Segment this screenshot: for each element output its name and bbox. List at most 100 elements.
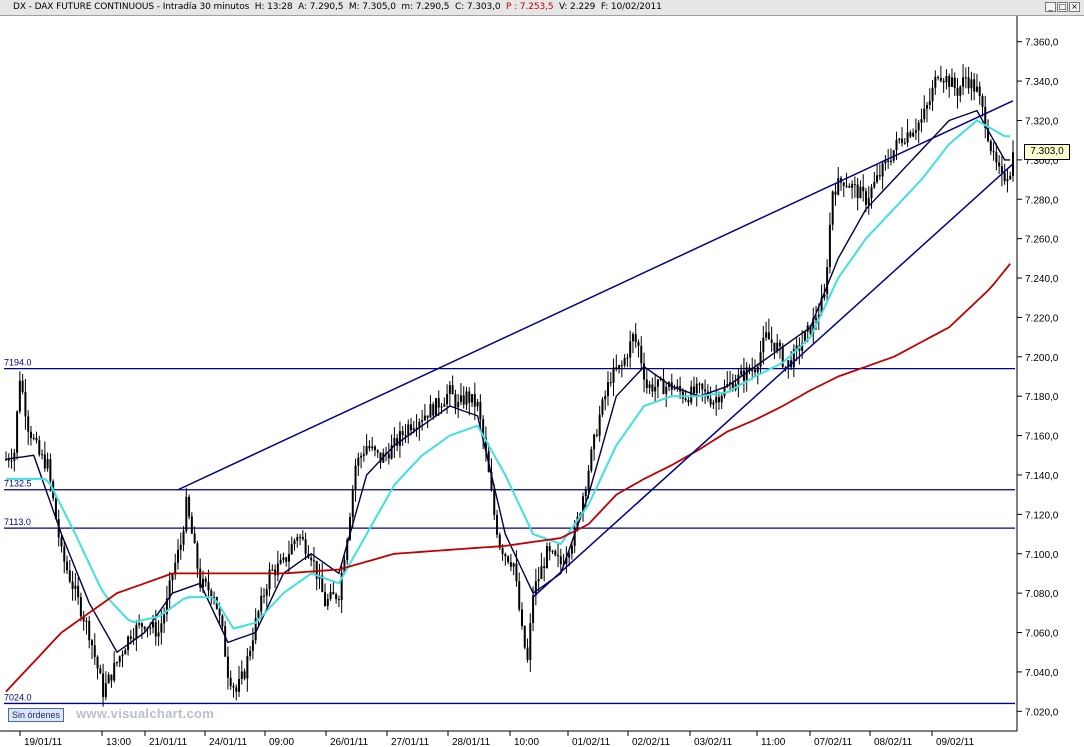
candle-body (493, 490, 496, 515)
x-tick-label: 28/01/11 (452, 737, 491, 747)
candle-body (299, 536, 302, 538)
candle-body (892, 150, 895, 161)
candle-body (942, 80, 945, 83)
candle-body (312, 560, 315, 562)
candle-body (329, 591, 332, 599)
candle-body (43, 454, 46, 469)
candle-body (618, 365, 621, 369)
candle-body (992, 151, 995, 153)
candle-body (629, 341, 632, 358)
candle-body (537, 579, 540, 582)
title-close: C: 7.303,0 (454, 2, 501, 12)
candle-body (534, 581, 537, 596)
candle-body (260, 595, 263, 612)
candle-body (176, 549, 179, 563)
candle-body (13, 452, 16, 461)
candle-body (684, 398, 687, 401)
candle-body (609, 382, 612, 384)
candle-body (498, 534, 501, 548)
candle-body (351, 489, 354, 518)
price-chart[interactable]: 7.020,0 7.040,0 7.060,0 7.080,0 7.100,0 7.120… (0, 16, 1084, 747)
y-tick-label: 7.180,0 (1025, 392, 1059, 403)
candle-body (837, 178, 840, 195)
candle-body (717, 397, 720, 403)
candle-body (859, 186, 862, 199)
candle-body (410, 424, 413, 431)
x-tick-label: 13:00 (106, 737, 131, 747)
candle-body (429, 404, 432, 418)
candle-body (762, 337, 765, 353)
candle-body (18, 380, 21, 412)
horizontal-level-label: 7132.5 (4, 479, 32, 489)
candle-body (975, 86, 978, 92)
candle-body (174, 562, 177, 575)
y-tick-label: 7.260,0 (1025, 235, 1059, 246)
candle-body (107, 674, 110, 684)
candle-body (360, 455, 363, 458)
candle-body (903, 142, 906, 144)
x-tick-label: 03/02/11 (694, 737, 733, 747)
x-tick-label: 21/01/11 (149, 737, 188, 747)
candle-body (842, 182, 845, 186)
candle-body (54, 498, 57, 520)
horizontal-level-label: 7024.0 (4, 692, 32, 702)
candle-body (127, 636, 130, 651)
candle-body (471, 394, 474, 403)
candle-body (204, 578, 207, 583)
candle-body (246, 656, 249, 679)
candle-body (615, 367, 618, 369)
candle-body (501, 547, 504, 555)
candle-body (751, 369, 754, 372)
candle-body (912, 132, 915, 137)
candle-body (509, 562, 512, 567)
candle-body (504, 554, 507, 557)
candle-body (551, 551, 554, 553)
candle-body (41, 454, 44, 456)
maximize-button[interactable]: □ (1057, 2, 1068, 12)
candle-body (587, 470, 590, 490)
minimize-button[interactable]: _ (1045, 2, 1056, 12)
candle-body (715, 397, 718, 403)
candle-body (199, 568, 202, 588)
candle-body (939, 77, 942, 81)
candle-body (96, 656, 99, 669)
candle-body (726, 384, 729, 387)
candle-body (282, 557, 285, 560)
candle-body (387, 453, 390, 459)
candle-body (981, 95, 984, 107)
title-min: m: 7.290,5 (401, 2, 450, 12)
candle-body (634, 334, 637, 342)
sin-ordenes-button[interactable]: Sin órdenes (8, 708, 65, 722)
candle-body (407, 424, 410, 435)
close-button[interactable]: × (1069, 2, 1080, 12)
candle-body (85, 620, 88, 622)
candle-body (690, 386, 693, 403)
candle-body (742, 370, 745, 381)
candle-body (532, 595, 535, 624)
candle-body (937, 76, 940, 78)
candle-body (154, 622, 157, 637)
candle-body (554, 551, 557, 555)
candle-body (121, 654, 124, 657)
candle-body (365, 446, 368, 455)
candle-body (853, 184, 856, 186)
candle-body (520, 609, 523, 627)
candle-body (373, 446, 376, 451)
title-h: H: 13:28 (254, 2, 293, 12)
candle-body (168, 580, 171, 599)
candle-body (160, 623, 163, 633)
candle-body (393, 438, 396, 446)
candle-body (446, 394, 449, 405)
candle-body (773, 342, 776, 352)
candle-body (49, 459, 52, 482)
candle-body (35, 437, 38, 441)
x-tick-label: 08/02/11 (874, 737, 913, 747)
candle-body (482, 419, 485, 438)
title-interval: Intradía 30 minutos (162, 2, 250, 12)
candle-body (1006, 179, 1009, 182)
candle-body (823, 293, 826, 298)
candle-body (7, 459, 10, 461)
candle-body (115, 662, 118, 664)
candle-body (5, 459, 7, 461)
y-tick-label: 7.040,0 (1025, 668, 1059, 679)
